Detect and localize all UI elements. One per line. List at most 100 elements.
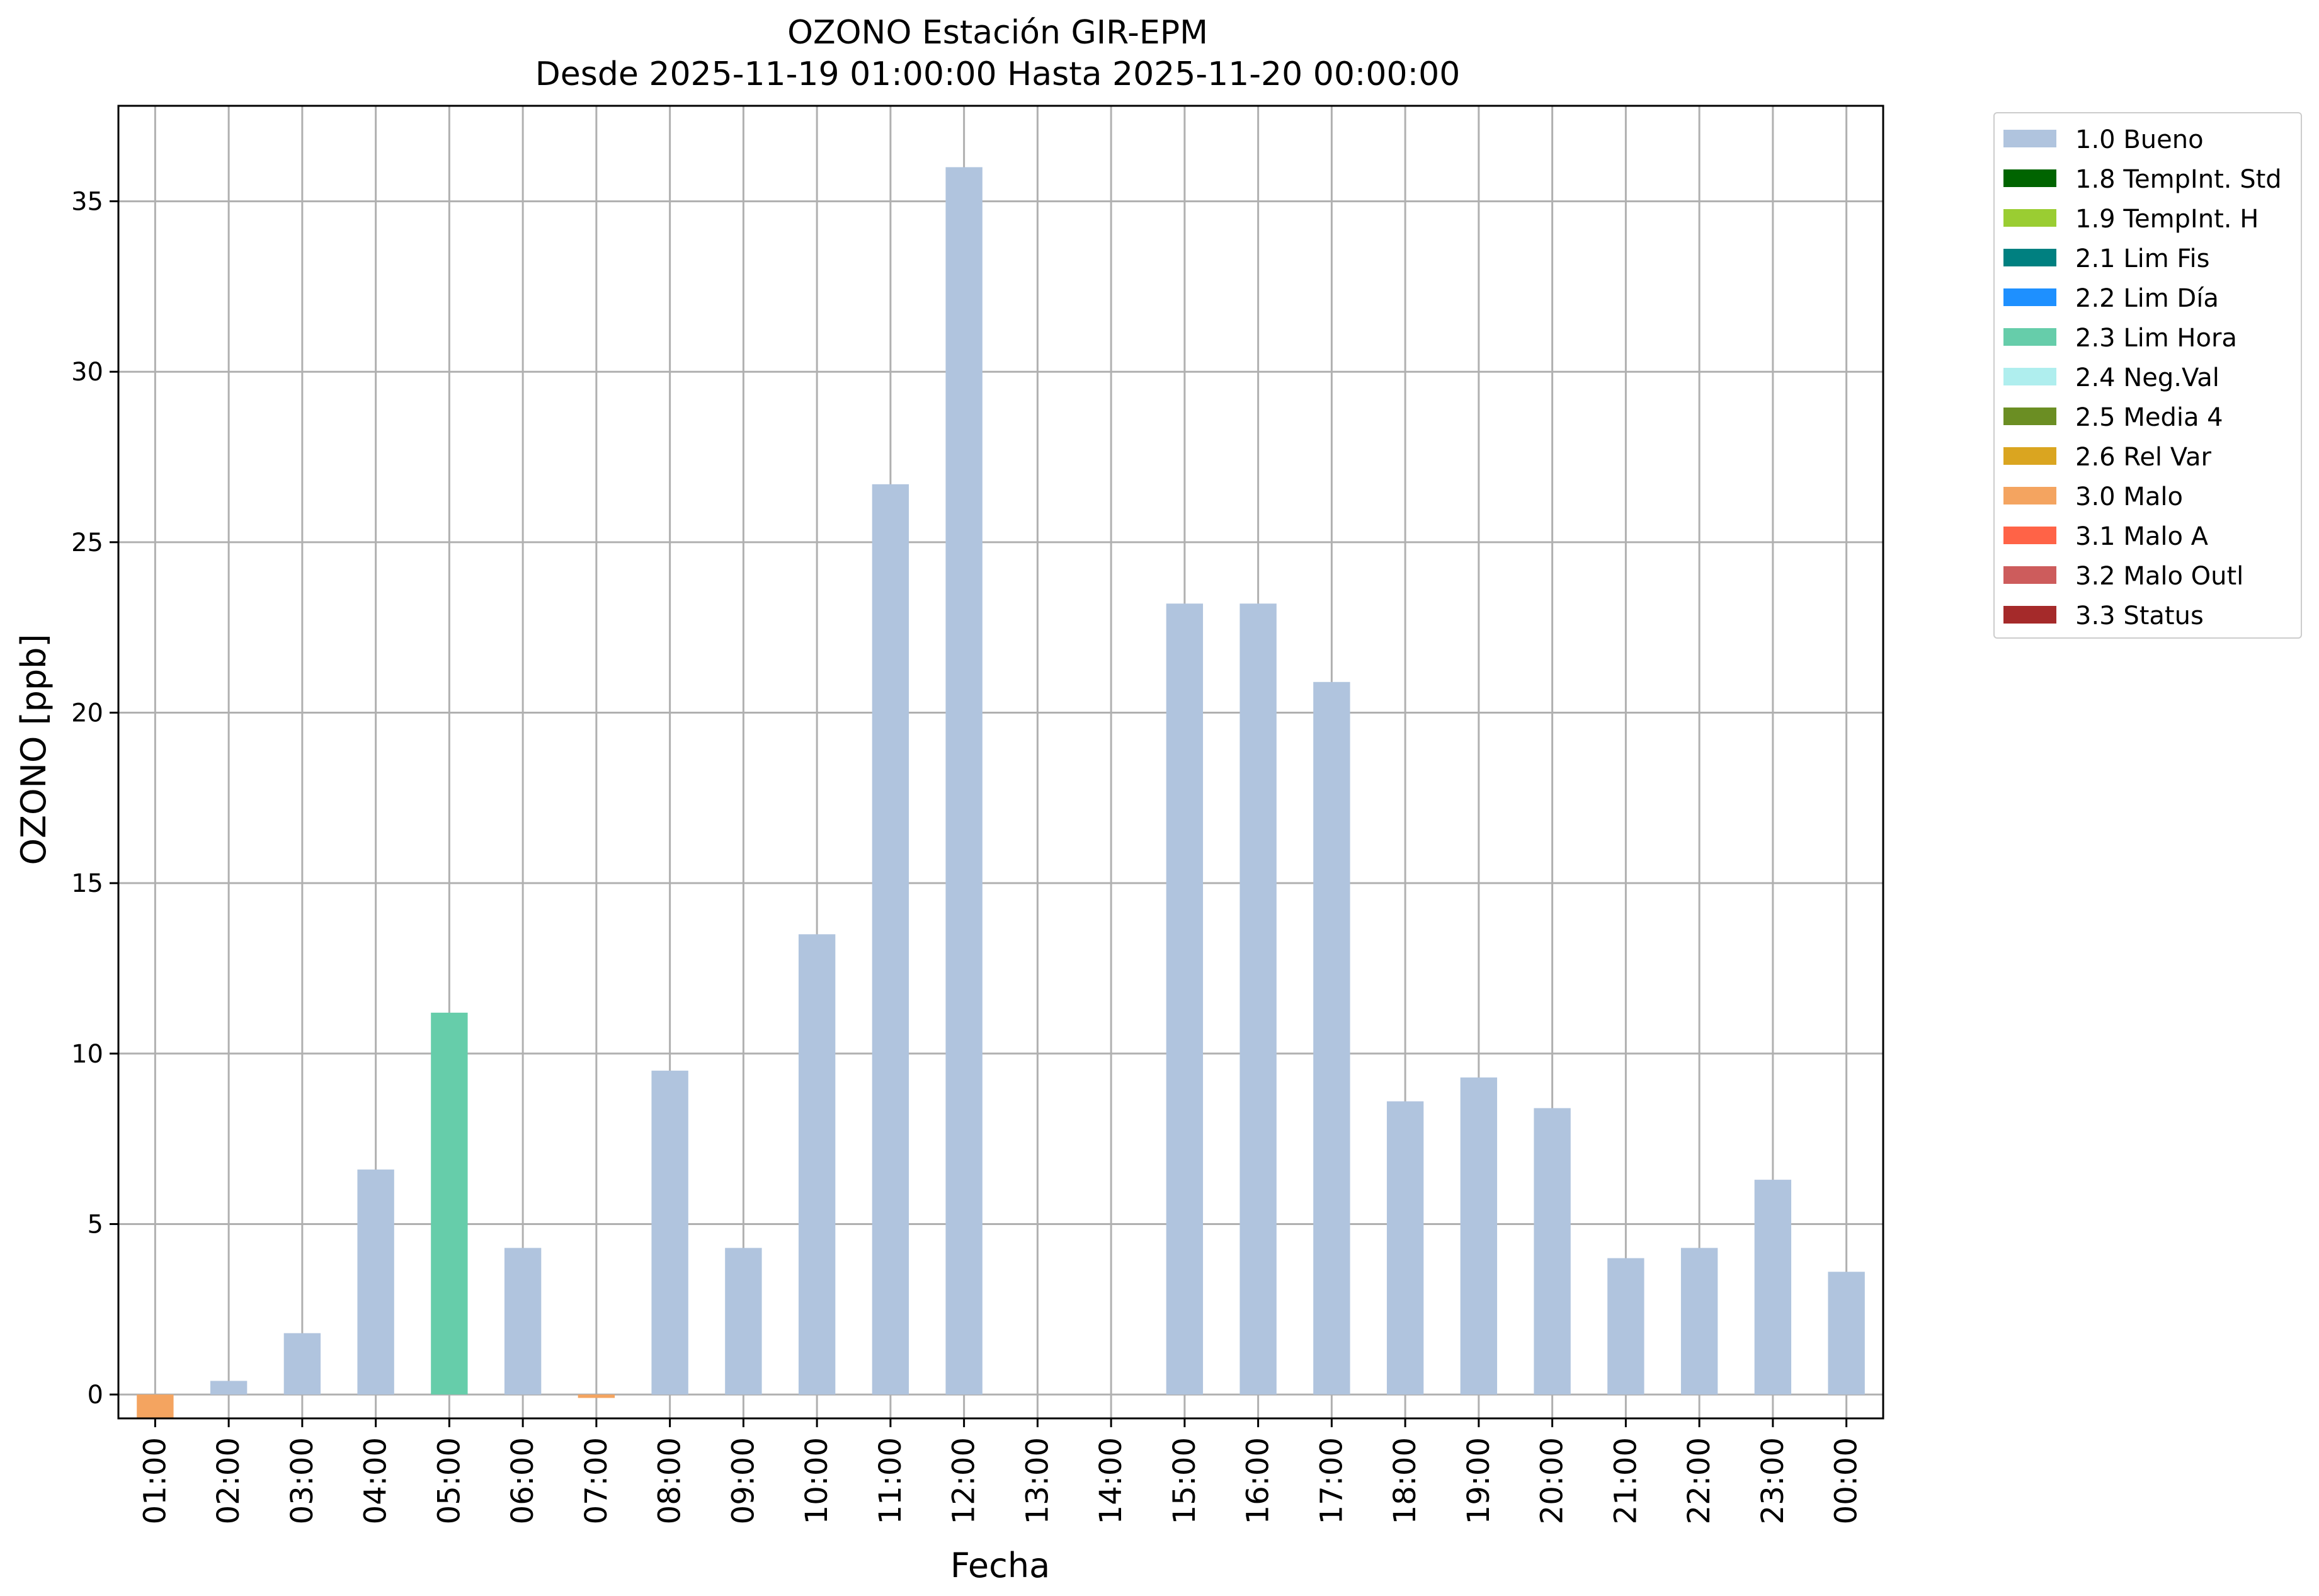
- x-tick-label: 10:00: [799, 1437, 835, 1524]
- plot-frame: [117, 105, 1884, 1420]
- legend-swatch: [2003, 487, 2056, 504]
- legend-label: 3.1 Malo A: [2075, 522, 2209, 551]
- x-axis-label: Fecha: [950, 1546, 1050, 1585]
- x-tick-label: 19:00: [1461, 1437, 1496, 1524]
- x-tick-label: 09:00: [726, 1437, 761, 1524]
- y-tick-label: 35: [71, 188, 103, 217]
- bar: [798, 934, 836, 1395]
- legend-item: 1.9 TempInt. H: [1995, 200, 2301, 240]
- bar: [1386, 1101, 1424, 1395]
- legend-item: 3.2 Malo Outl: [1995, 557, 2301, 597]
- bar: [872, 484, 909, 1395]
- tick-labels: 0 5 10 15 20 25 30 35 01:00 02:00 03:00 04:00 05:00 0…: [71, 188, 1864, 1525]
- bar: [210, 1381, 248, 1395]
- legend-swatch: [2003, 368, 2056, 385]
- legend-item: 2.5 Media 4: [1995, 399, 2301, 438]
- legend-label: 3.2 Malo Outl: [2075, 562, 2244, 591]
- legend-item: 2.2 Lim Día: [1995, 280, 2301, 319]
- legend-swatch: [2003, 408, 2056, 425]
- bar: [1534, 1108, 1571, 1395]
- y-tick-label: 30: [71, 358, 103, 387]
- legend-label: 2.5 Media 4: [2075, 403, 2223, 432]
- y-axis-label: OZONO [ppb]: [14, 634, 54, 865]
- x-tick-label: 12:00: [947, 1437, 982, 1524]
- x-tick-label: 16:00: [1241, 1437, 1276, 1524]
- bar: [1239, 603, 1277, 1395]
- bar: [137, 1394, 174, 1418]
- x-tick-label: 06:00: [505, 1437, 540, 1524]
- x-tick-label: 05:00: [431, 1437, 467, 1524]
- legend-item: 2.4 Neg.Val: [1995, 359, 2301, 399]
- legend-label: 1.0 Bueno: [2075, 125, 2204, 154]
- x-tick-label: 20:00: [1535, 1437, 1570, 1524]
- bar: [1754, 1180, 1792, 1395]
- bar: [357, 1169, 394, 1395]
- legend-swatch: [2003, 130, 2056, 147]
- x-tick-label: 22:00: [1682, 1437, 1717, 1524]
- y-tick-label: 25: [71, 528, 103, 557]
- bar: [431, 1012, 468, 1395]
- x-tick-label: 18:00: [1387, 1437, 1423, 1524]
- y-tick-label: 15: [71, 869, 103, 898]
- y-tick-label: 20: [71, 699, 103, 728]
- y-tick-label: 10: [71, 1040, 103, 1069]
- x-tick-label: 23:00: [1755, 1437, 1791, 1524]
- x-tick-label: 01:00: [137, 1437, 173, 1524]
- legend-item: 1.8 TempInt. Std: [1995, 161, 2301, 200]
- x-tick-label: 08:00: [652, 1437, 688, 1524]
- legend-item: 1.0 Bueno: [1995, 121, 2301, 161]
- legend-item: 3.0 Malo: [1995, 478, 2301, 518]
- y-tick-label: 0: [88, 1381, 103, 1410]
- legend-label: 3.3 Status: [2075, 601, 2204, 630]
- bar: [945, 167, 983, 1395]
- bar: [1607, 1258, 1644, 1395]
- bar: [651, 1070, 688, 1395]
- legend-label: 1.8 TempInt. Std: [2075, 165, 2282, 194]
- bar: [504, 1248, 542, 1395]
- x-tick-label: 07:00: [579, 1437, 614, 1524]
- legend-swatch: [2003, 566, 2056, 584]
- legend-item: 2.6 Rel Var: [1995, 438, 2301, 478]
- x-tick-label: 17:00: [1314, 1437, 1349, 1524]
- x-tick-label: 11:00: [873, 1437, 908, 1524]
- legend-item: 3.3 Status: [1995, 597, 2301, 637]
- x-tick-label: 04:00: [358, 1437, 394, 1524]
- axes: [110, 105, 1884, 1427]
- bar: [1460, 1077, 1498, 1395]
- legend-item: 3.1 Malo A: [1995, 518, 2301, 557]
- chart-subtitle: Desde 2025-11-19 01:00:00 Hasta 2025-11-…: [535, 55, 1461, 93]
- legend: 1.0 Bueno 1.8 TempInt. Std 1.9 TempInt. H 2…: [1993, 112, 2302, 639]
- bars: [137, 167, 1865, 1418]
- y-tick-label: 5: [88, 1210, 103, 1239]
- legend-label: 2.1 Lim Fis: [2075, 244, 2210, 273]
- legend-label: 2.2 Lim Día: [2075, 284, 2219, 313]
- legend-swatch: [2003, 169, 2056, 187]
- legend-label: 2.4 Neg.Val: [2075, 363, 2219, 392]
- bar: [1680, 1248, 1718, 1395]
- legend-label: 3.0 Malo: [2075, 482, 2183, 511]
- bar-chart: 0 5 10 15 20 25 30 35 01:00 02:00 03:00 04:00 05:00 0…: [14, 105, 1884, 1585]
- legend-item: 2.1 Lim Fis: [1995, 240, 2301, 280]
- legend-swatch: [2003, 249, 2056, 266]
- x-tick-label: 03:00: [285, 1437, 320, 1524]
- x-tick-label: 14:00: [1093, 1437, 1129, 1524]
- bar: [1166, 603, 1204, 1395]
- legend-swatch: [2003, 606, 2056, 624]
- legend-item: 2.3 Lim Hora: [1995, 319, 2301, 359]
- x-tick-label: 15:00: [1167, 1437, 1202, 1524]
- legend-swatch: [2003, 447, 2056, 465]
- x-tick-label: 00:00: [1829, 1437, 1864, 1524]
- legend-swatch: [2003, 209, 2056, 227]
- x-tick-label: 21:00: [1608, 1437, 1643, 1524]
- legend-swatch: [2003, 328, 2056, 346]
- legend-label: 2.6 Rel Var: [2075, 443, 2211, 472]
- legend-swatch: [2003, 527, 2056, 544]
- legend-swatch: [2003, 288, 2056, 306]
- bar: [1313, 681, 1350, 1395]
- x-tick-label: 02:00: [211, 1437, 246, 1524]
- legend-label: 2.3 Lim Hora: [2075, 324, 2237, 353]
- x-tick-label: 13:00: [1020, 1437, 1055, 1524]
- bar: [1828, 1272, 1865, 1395]
- bar: [283, 1333, 321, 1395]
- bar: [725, 1248, 762, 1395]
